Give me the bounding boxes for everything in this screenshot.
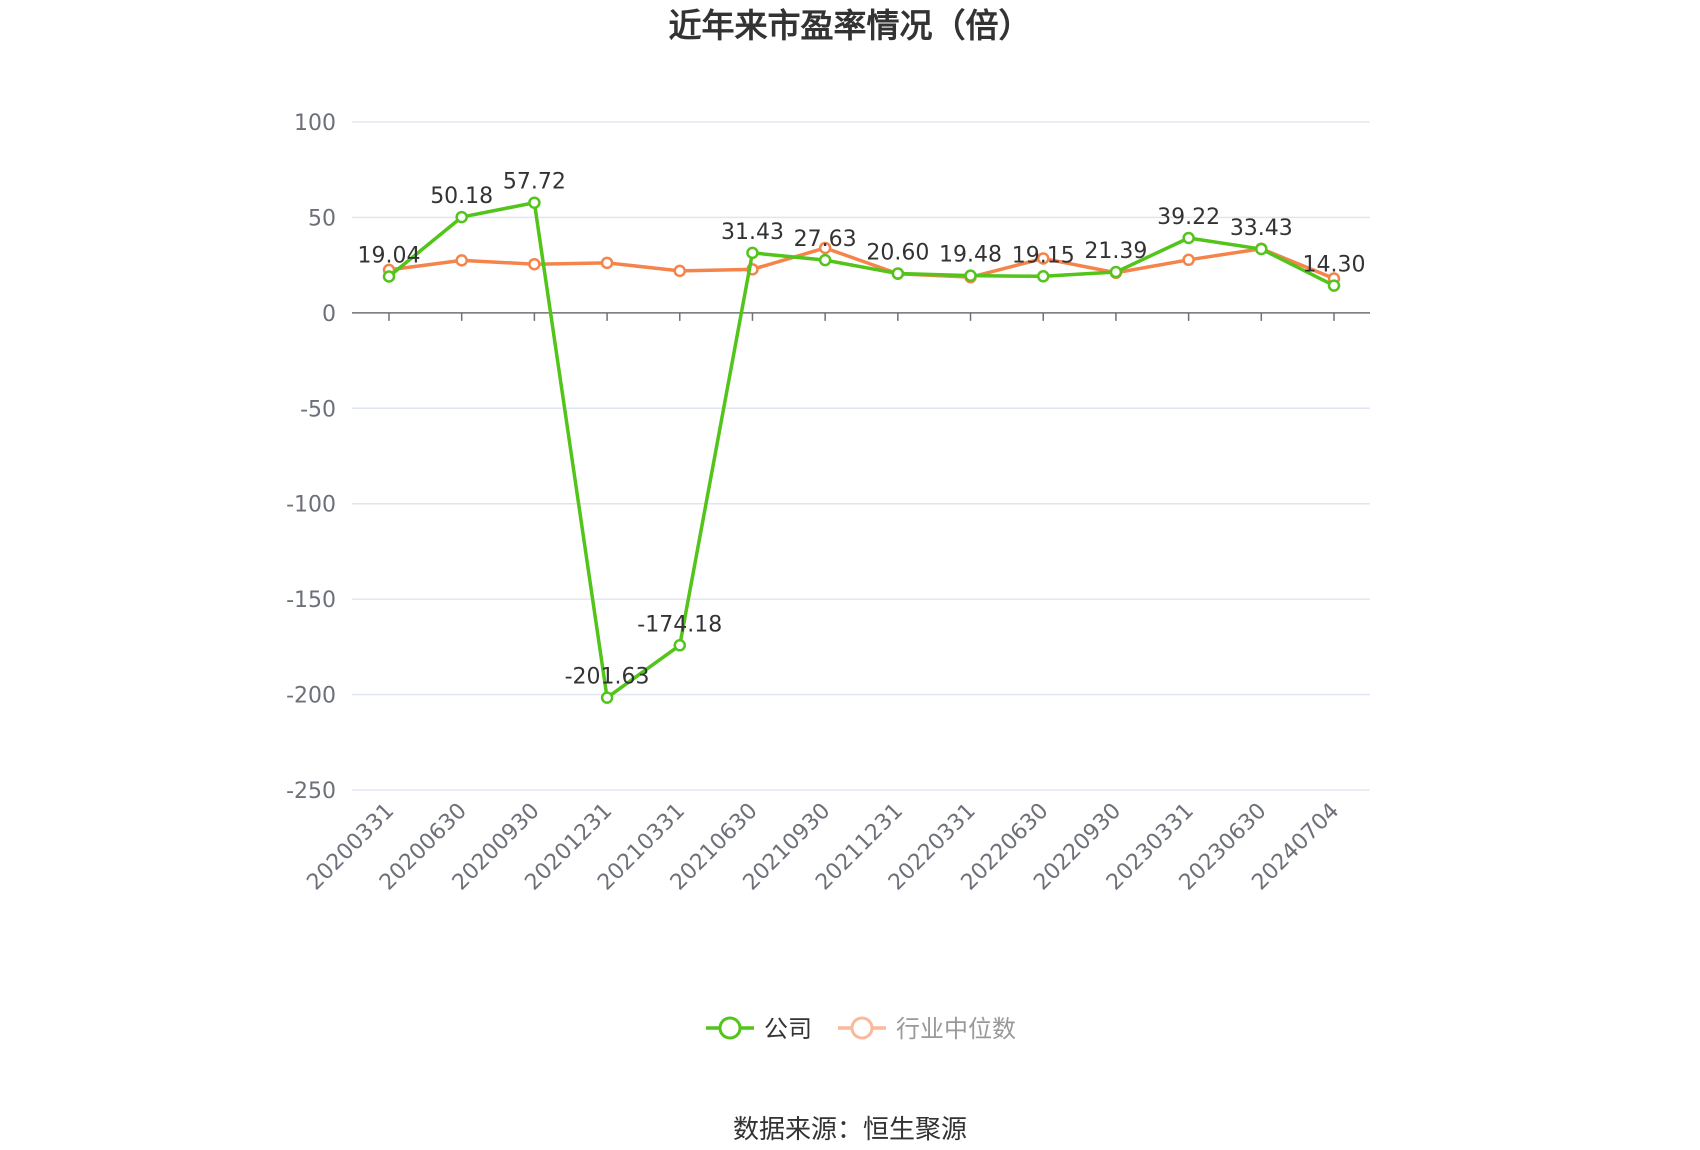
- data-labels: 19.04 50.18 57.72 -201.63 -174.18 31.43 27.63 2…: [358, 170, 1366, 690]
- y-tick-label: -250: [286, 779, 336, 804]
- company-point: [891, 267, 905, 280]
- data-label: 21.39: [1084, 239, 1147, 264]
- data-label: 27.63: [794, 227, 857, 252]
- data-label: -174.18: [637, 612, 722, 637]
- y-tick-label: 100: [294, 111, 336, 136]
- data-label: 19.04: [358, 244, 421, 269]
- y-tick-label: -150: [286, 588, 336, 613]
- company-point: [1036, 270, 1050, 283]
- legend-item-industry-median[interactable]: 行业中位数: [838, 1015, 1016, 1043]
- industry-median-point: [528, 257, 541, 271]
- series-line-company: [387, 200, 1335, 700]
- data-label: 33.43: [1230, 216, 1293, 241]
- company-point: [528, 196, 541, 209]
- y-tick-label: -100: [286, 493, 336, 518]
- company-point: [818, 253, 832, 267]
- series-layer: [382, 196, 1341, 704]
- legend-label: 行业中位数: [896, 1015, 1016, 1043]
- grid-lines: [352, 121, 1370, 791]
- company-point: [455, 210, 468, 224]
- data-label: 20.60: [866, 241, 929, 266]
- company-point: [746, 246, 759, 260]
- legend-label: 公司: [764, 1015, 812, 1043]
- industry-median-point: [600, 256, 614, 270]
- y-tick-label: 50: [308, 206, 336, 231]
- legend-item-company[interactable]: 公司: [706, 1015, 812, 1043]
- industry-median-point: [455, 254, 468, 267]
- data-label: 50.18: [430, 184, 493, 209]
- company-point: [1327, 279, 1341, 292]
- company-point: [964, 269, 977, 282]
- data-label: 14.30: [1303, 253, 1366, 278]
- company-point: [382, 270, 396, 283]
- industry-median-point: [818, 241, 832, 255]
- company-point: [1255, 242, 1268, 256]
- data-label: 19.15: [1012, 243, 1075, 268]
- legend[interactable]: 公司 行业中位数: [706, 1015, 1016, 1043]
- data-label: 19.48: [939, 243, 1002, 268]
- series-line-industry-median: [388, 246, 1335, 281]
- data-label: 57.72: [503, 170, 566, 195]
- company-point: [1109, 265, 1123, 279]
- y-tick-label: -200: [286, 684, 336, 709]
- data-label: -201.63: [565, 665, 650, 690]
- industry-median-point: [1182, 253, 1195, 267]
- y-tick-label: -50: [300, 397, 336, 422]
- company-point: [673, 639, 687, 652]
- company-point: [600, 691, 614, 704]
- legend-marker: [850, 1016, 874, 1040]
- x-axis: 2020033120200630202009302020123120210331…: [302, 312, 1344, 895]
- data-label: 31.43: [721, 220, 784, 245]
- data-label: 39.22: [1157, 205, 1220, 230]
- industry-median-point: [673, 264, 687, 278]
- y-tick-label: 0: [322, 302, 336, 327]
- legend-marker: [718, 1016, 742, 1040]
- company-point: [1182, 231, 1195, 245]
- chart-title: 近年来市盈率情况（倍）: [669, 6, 1032, 45]
- data-source: 数据来源：恒生聚源: [733, 1115, 967, 1145]
- industry-median-point: [1036, 252, 1050, 265]
- y-axis: 100 50 0 -50 -100 -150 -200 -250: [286, 111, 336, 804]
